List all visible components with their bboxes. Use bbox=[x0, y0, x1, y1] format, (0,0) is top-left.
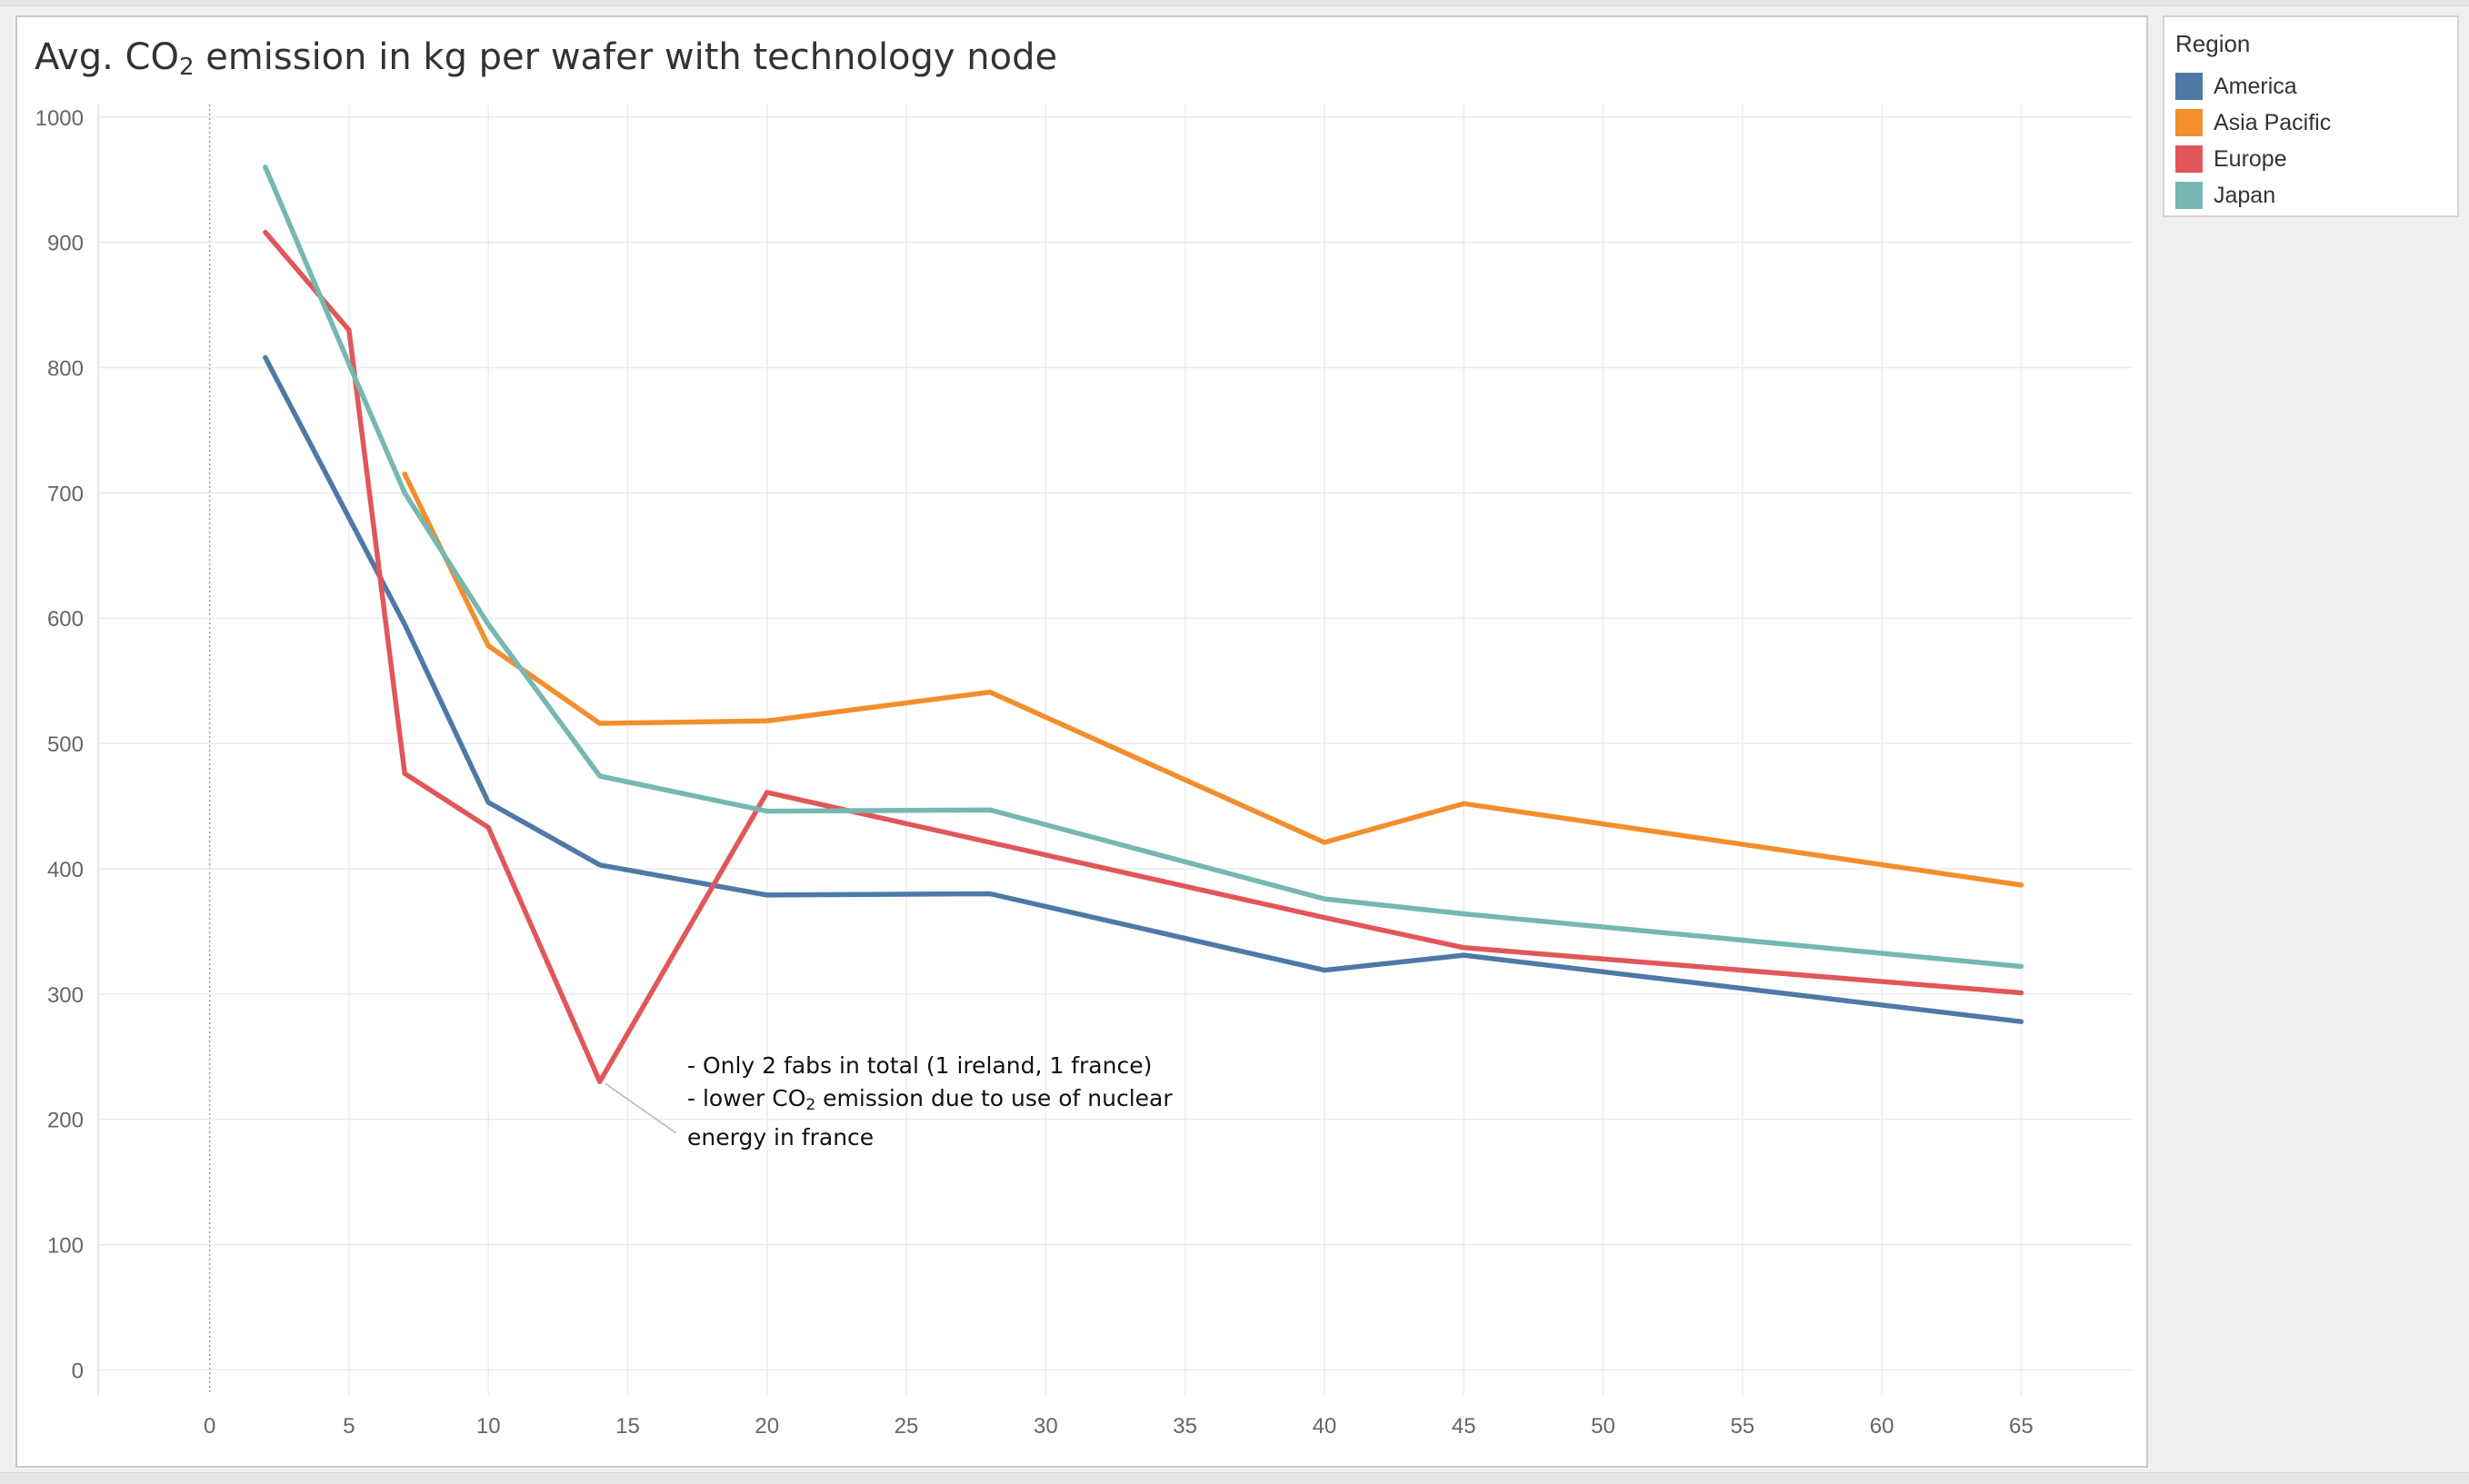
series-lines bbox=[263, 164, 2024, 1085]
legend-label-america: America bbox=[2214, 73, 2297, 99]
series-line-america bbox=[263, 354, 2024, 1024]
chart-title-suffix: emission in kg per wafer with technology… bbox=[194, 36, 1058, 78]
annotation-line-2-suffix: emission due to use of nuclear bbox=[815, 1085, 1173, 1111]
legend-item-asia-pacific[interactable]: Asia Pacific bbox=[2175, 105, 2331, 141]
annotation-line-3: energy in france bbox=[687, 1124, 875, 1150]
legend-swatch-america bbox=[2175, 73, 2203, 100]
top-strip bbox=[0, 0, 2469, 6]
legend-swatch-europe bbox=[2175, 145, 2203, 173]
x-tick-label: 20 bbox=[755, 1414, 779, 1439]
legend-label-europe: Europe bbox=[2214, 145, 2287, 172]
x-tick-label: 60 bbox=[1870, 1414, 1894, 1439]
x-tick-label: 65 bbox=[2009, 1414, 2034, 1439]
chart-panel bbox=[15, 15, 2148, 1468]
legend-title: Region bbox=[2175, 30, 2251, 57]
y-tick-label: 600 bbox=[47, 607, 84, 632]
annotation-line-2: - lower CO2 emission due to use of nucle… bbox=[687, 1082, 1251, 1121]
y-tick-label: 800 bbox=[47, 357, 84, 382]
series-line-japan bbox=[263, 164, 2024, 970]
legend-swatch-asia-pacific bbox=[2175, 109, 2203, 136]
x-tick-label: 40 bbox=[1313, 1414, 1337, 1439]
x-tick-label: 30 bbox=[1034, 1414, 1058, 1439]
annotation-line-2-sub: 2 bbox=[805, 1096, 816, 1114]
y-tick-label: 400 bbox=[47, 858, 84, 882]
legend-item-europe[interactable]: Europe bbox=[2175, 141, 2287, 177]
series-line-asia-pacific bbox=[402, 471, 2024, 888]
legend: Region America Asia Pacific Europe Japan bbox=[2163, 15, 2459, 217]
y-tick-label: 200 bbox=[47, 1109, 84, 1133]
x-tick-label: 15 bbox=[615, 1414, 640, 1439]
annotation-connector bbox=[605, 1082, 677, 1134]
legend-label-asia-pacific: Asia Pacific bbox=[2214, 109, 2332, 135]
x-tick-label: 55 bbox=[1730, 1414, 1754, 1439]
x-tick-label: 45 bbox=[1452, 1414, 1476, 1439]
annotation-line-1: - Only 2 fabs in total (1 ireland, 1 fra… bbox=[687, 1052, 1153, 1079]
annotation-line-2-prefix: - lower CO bbox=[687, 1085, 806, 1111]
legend-label-japan: Japan bbox=[2214, 182, 2276, 208]
y-tick-label: 100 bbox=[47, 1234, 84, 1259]
annotation-text: - Only 2 fabs in total (1 ireland, 1 fra… bbox=[687, 1050, 1251, 1154]
x-tick-label: 0 bbox=[204, 1414, 215, 1439]
series-line-europe bbox=[263, 229, 2024, 1085]
x-tick-label: 10 bbox=[476, 1414, 501, 1439]
grid-lines bbox=[97, 105, 2133, 1395]
x-tick-label: 25 bbox=[895, 1414, 919, 1439]
y-tick-label: 300 bbox=[47, 983, 84, 1008]
chart-title-prefix: Avg. CO bbox=[35, 36, 179, 78]
chart-title: Avg. CO2 emission in kg per wafer with t… bbox=[35, 36, 1057, 81]
y-tick-label: 500 bbox=[47, 732, 84, 757]
legend-item-america[interactable]: America bbox=[2175, 68, 2297, 105]
axis-labels: 0 5 10 15 20 25 30 35 40 45 50 55 60 65 0 100 200 300 400 5… bbox=[35, 106, 2034, 1439]
y-tick-label: 700 bbox=[47, 482, 84, 506]
annotation-pointer bbox=[605, 1082, 677, 1134]
x-tick-label: 5 bbox=[343, 1414, 355, 1439]
legend-swatch-japan bbox=[2175, 182, 2203, 209]
x-tick-label: 50 bbox=[1591, 1414, 1615, 1439]
y-tick-label: 1000 bbox=[35, 106, 84, 131]
legend-item-japan[interactable]: Japan bbox=[2175, 177, 2275, 214]
x-tick-label: 35 bbox=[1173, 1414, 1197, 1439]
y-tick-label: 0 bbox=[72, 1359, 84, 1383]
chart-title-sub: 2 bbox=[178, 54, 195, 81]
y-tick-label: 900 bbox=[47, 232, 84, 256]
bottom-strip bbox=[0, 1472, 2469, 1484]
